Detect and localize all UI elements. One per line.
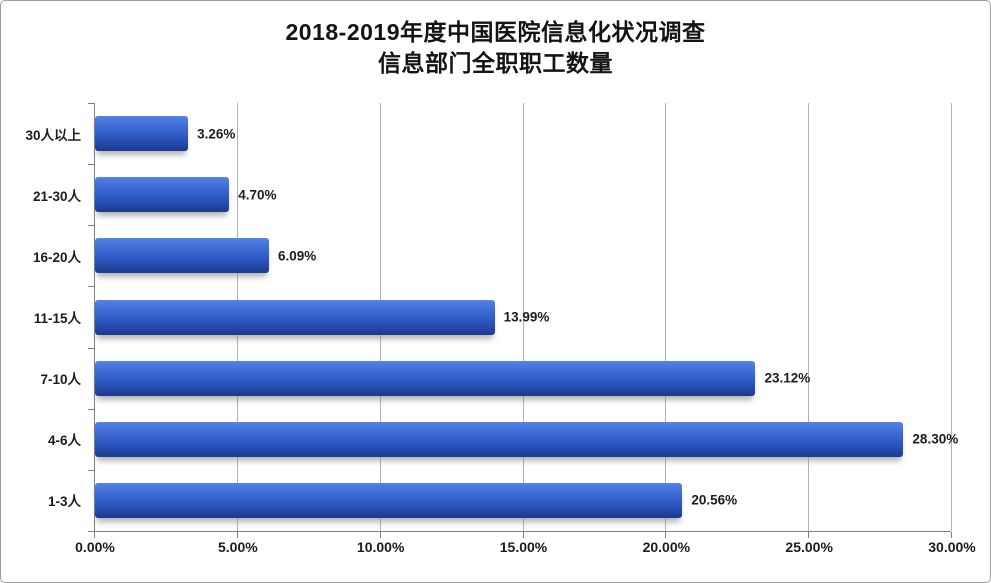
x-axis-tick bbox=[379, 532, 381, 538]
bar bbox=[95, 299, 495, 335]
x-axis-tick bbox=[94, 532, 95, 538]
x-axis-tick-label: 5.00% bbox=[217, 539, 258, 555]
category-axis-tick bbox=[88, 103, 94, 104]
gridline bbox=[665, 103, 667, 531]
category-axis-tick bbox=[88, 347, 94, 349]
category-label: 7-10人 bbox=[40, 372, 81, 388]
category-label: 21-30人 bbox=[32, 188, 81, 204]
x-axis-tick bbox=[522, 532, 524, 538]
bar-value-label: 3.26% bbox=[197, 126, 236, 142]
bar-value-label: 20.56% bbox=[691, 492, 738, 508]
bar-value-label: 4.70% bbox=[238, 187, 277, 203]
category-axis-tick bbox=[88, 531, 94, 532]
x-axis-labels: 0.00% 5.00% 10.00% 15.00% 20.00% 25.00% 30.00% bbox=[1, 539, 990, 563]
gridline bbox=[951, 103, 952, 531]
x-axis-tick bbox=[236, 532, 238, 538]
chart-title: 2018-2019年度中国医院信息化状况调查 信息部门全职职工数量 bbox=[1, 17, 990, 79]
bar-value-label: 23.12% bbox=[764, 370, 811, 386]
x-axis-tick bbox=[808, 532, 810, 538]
category-label: 30人以上 bbox=[25, 127, 81, 143]
bar bbox=[95, 421, 904, 457]
chart-title-line1: 2018-2019年度中国医院信息化状况调查 bbox=[285, 19, 706, 45]
bar-value-label: 28.30% bbox=[912, 431, 959, 447]
x-axis-tick-label: 15.00% bbox=[499, 539, 548, 555]
gridline bbox=[522, 103, 524, 531]
category-label: 11-15人 bbox=[33, 310, 81, 326]
bar bbox=[95, 360, 756, 396]
x-axis-tick-label: 20.00% bbox=[642, 539, 691, 555]
category-axis-tick bbox=[88, 469, 94, 471]
gridline bbox=[808, 103, 810, 531]
category-label: 1-3人 bbox=[47, 494, 81, 510]
plot-area: 3.26% 4.70% 6.09% 13.99% 23.12% 28.30% 20.56% bbox=[88, 103, 958, 538]
bar bbox=[95, 116, 189, 152]
category-axis-tick bbox=[88, 408, 94, 410]
x-axis-tick bbox=[665, 532, 667, 538]
category-axis-line bbox=[94, 103, 95, 532]
chart-title-line2: 信息部门全职职工数量 bbox=[378, 50, 613, 76]
bar-value-label: 13.99% bbox=[503, 309, 550, 325]
x-axis-tick-label: 0.00% bbox=[75, 539, 115, 555]
category-axis-tick bbox=[88, 164, 94, 166]
x-axis-tick bbox=[951, 532, 952, 538]
category-axis-tick bbox=[88, 225, 94, 227]
category-axis-labels: 30人以上 21-30人 16-20人 11-15人 7-10人 4-6人 1-3人 bbox=[1, 103, 81, 531]
x-axis-tick-label: 10.00% bbox=[356, 539, 405, 555]
x-axis-line bbox=[94, 531, 951, 532]
category-label: 4-6人 bbox=[47, 433, 81, 449]
bar-value-label: 6.09% bbox=[277, 248, 317, 264]
category-axis-tick bbox=[88, 286, 94, 288]
category-label: 16-20人 bbox=[32, 249, 81, 265]
x-axis-tick-label: 30.00% bbox=[928, 539, 976, 555]
bar bbox=[95, 238, 269, 274]
x-axis-tick-label: 25.00% bbox=[785, 539, 833, 555]
bar bbox=[95, 177, 230, 213]
bar bbox=[95, 482, 683, 518]
